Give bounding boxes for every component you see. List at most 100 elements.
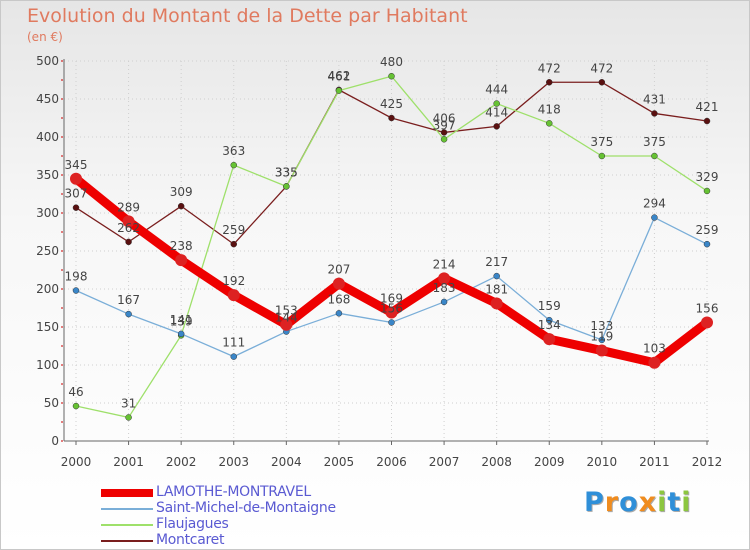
data-point-montcaret: [125, 238, 132, 246]
data-label-flaujagues: 335: [275, 165, 298, 179]
data-label-saint-michel-de-montaigne: 217: [485, 255, 508, 269]
x-tick-label: 2012: [692, 455, 723, 469]
data-label-flaujagues: 139: [170, 314, 193, 328]
x-tick-label: 2011: [639, 455, 670, 469]
data-point-lamothe-montravel: [227, 289, 240, 302]
x-tick-label: 2008: [481, 455, 512, 469]
data-point-montcaret: [177, 202, 185, 210]
legend-swatch: [101, 508, 153, 510]
x-tick-label: 2007: [429, 455, 460, 469]
x-tick-label: 2000: [61, 455, 92, 469]
legend-item: Flaujagues: [101, 516, 401, 533]
data-point-lamothe-montravel: [70, 172, 82, 185]
data-point-flaujagues: [546, 120, 553, 127]
data-label-flaujagues: 329: [696, 170, 719, 184]
data-point-saint-michel-de-montaigne: [72, 287, 80, 294]
y-tick-label: 200: [36, 282, 59, 296]
data-point-lamothe-montravel: [490, 297, 503, 310]
data-label-lamothe-montravel: 169: [380, 292, 403, 306]
data-label-montcaret: 462: [327, 69, 350, 83]
chart-title: Evolution du Montant de la Dette par Hab…: [27, 5, 468, 27]
y-tick-label: 100: [36, 358, 59, 372]
data-point-saint-michel-de-montaigne: [440, 298, 448, 306]
logo-letter: i: [681, 487, 692, 518]
y-tick-label: 500: [36, 54, 59, 68]
data-label-lamothe-montravel: 207: [327, 263, 350, 277]
data-label-montcaret: 259: [222, 223, 245, 237]
data-point-montcaret: [388, 114, 395, 122]
data-label-saint-michel-de-montaigne: 144: [275, 311, 298, 325]
x-tick-label: 2006: [376, 455, 407, 469]
data-point-saint-michel-de-montaigne: [493, 272, 500, 280]
data-point-flaujagues: [493, 100, 500, 107]
data-label-saint-michel-de-montaigne: 168: [327, 292, 350, 306]
data-label-flaujagues: 375: [590, 135, 613, 149]
data-point-flaujagues: [598, 152, 606, 160]
y-tick-label: 300: [36, 206, 59, 220]
x-tick-label: 2003: [218, 455, 249, 469]
data-point-saint-michel-de-montaigne: [125, 310, 132, 318]
data-point-saint-michel-de-montaigne: [388, 319, 395, 326]
data-label-lamothe-montravel: 181: [485, 282, 508, 296]
data-label-lamothe-montravel: 289: [117, 200, 140, 214]
logo-letter: r: [604, 487, 620, 518]
data-label-montcaret: 472: [538, 61, 561, 75]
y-tick-label: 0: [51, 434, 59, 448]
data-point-flaujagues: [230, 161, 237, 169]
logo-letter: o: [619, 487, 639, 518]
logo-letter: x: [638, 487, 658, 518]
data-point-saint-michel-de-montaigne: [651, 214, 658, 221]
data-label-lamothe-montravel: 214: [433, 257, 456, 271]
data-point-flaujagues: [335, 87, 343, 94]
x-tick-label: 2005: [324, 455, 355, 469]
data-label-saint-michel-de-montaigne: 133: [590, 319, 613, 333]
data-label-flaujagues: 461: [327, 70, 350, 84]
logo-letter: t: [667, 487, 682, 518]
legend-item: LAMOTHE-MONTRAVEL: [101, 484, 401, 501]
data-label-saint-michel-de-montaigne: 183: [433, 281, 456, 295]
chart-subtitle: (en €): [27, 30, 63, 44]
data-point-saint-michel-de-montaigne: [598, 336, 606, 344]
data-label-montcaret: 335: [275, 165, 298, 179]
data-point-montcaret: [651, 110, 658, 117]
data-point-flaujagues: [703, 187, 711, 195]
legend: LAMOTHE-MONTRAVEL Saint-Michel-de-Montaig…: [101, 484, 401, 549]
data-point-montcaret: [703, 117, 711, 125]
data-label-montcaret: 309: [170, 185, 193, 199]
data-point-montcaret: [440, 129, 448, 136]
data-labels: 307 262 309 259 335 462 425 406 414 472 472 431 421 4…: [65, 55, 719, 410]
data-point-flaujagues: [388, 72, 395, 80]
data-point-saint-michel-de-montaigne: [335, 310, 343, 317]
data-label-montcaret: 262: [117, 221, 140, 235]
data-label-saint-michel-de-montaigne: 294: [643, 197, 666, 211]
data-label-flaujagues: 444: [485, 83, 508, 97]
legend-label: LAMOTHE-MONTRAVEL: [156, 484, 311, 500]
data-label-lamothe-montravel: 156: [696, 301, 719, 315]
legend-label: Saint-Michel-de-Montaigne: [156, 500, 336, 516]
grid: [64, 60, 708, 442]
data-label-flaujagues: 375: [643, 135, 666, 149]
data-label-saint-michel-de-montaigne: 159: [538, 299, 561, 313]
y-tick-label: 150: [36, 320, 59, 334]
y-tick-label: 450: [36, 92, 59, 106]
data-label-flaujagues: 363: [222, 144, 245, 158]
axes: 0 50 100 150 200 250 300 350 400 450 500 2000 2001 20…: [36, 54, 722, 469]
data-point-montcaret: [230, 240, 237, 248]
data-label-montcaret: 425: [380, 97, 403, 111]
data-point-flaujagues: [651, 152, 658, 160]
data-label-lamothe-montravel: 103: [643, 342, 666, 356]
data-point-lamothe-montravel: [385, 306, 398, 319]
data-label-saint-michel-de-montaigne: 259: [696, 223, 719, 237]
data-point-lamothe-montravel: [122, 215, 135, 228]
data-point-flaujagues: [72, 402, 80, 410]
x-tick-label: 2009: [534, 455, 565, 469]
data-label-montcaret: 472: [590, 61, 613, 75]
data-point-lamothe-montravel: [701, 316, 713, 329]
logo-letter: i: [657, 487, 668, 518]
data-point-saint-michel-de-montaigne: [230, 353, 237, 360]
proxiti-logo: Proxiti: [584, 487, 692, 518]
legend-item: Saint-Michel-de-Montaigne: [101, 500, 401, 517]
data-label-flaujagues: 418: [538, 102, 561, 116]
